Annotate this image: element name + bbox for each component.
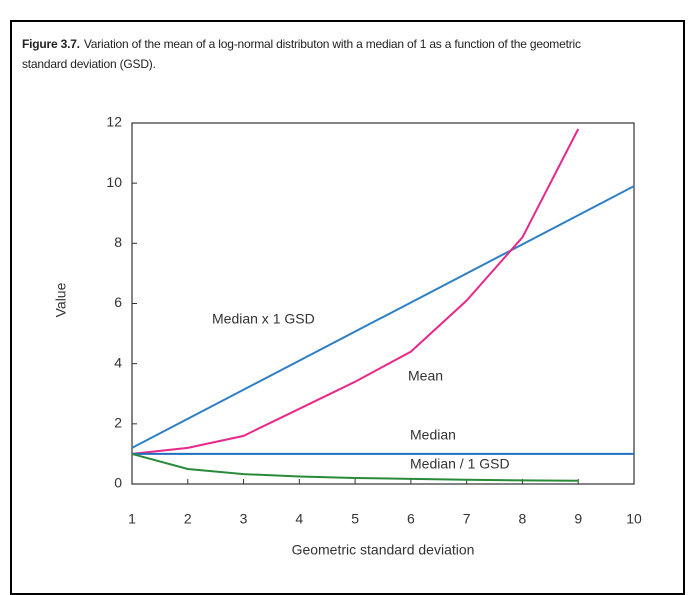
x-axis-label: Geometric standard deviation	[292, 542, 475, 558]
x-tick-label: 8	[519, 511, 527, 527]
y-tick-label: 6	[114, 294, 122, 310]
y-tick-label: 4	[114, 354, 122, 370]
x-tick-label: 3	[240, 511, 248, 527]
x-tick-label: 1	[128, 511, 136, 527]
x-tick-label: 6	[407, 511, 415, 527]
chart-title: Variation of the mean of a log-normal di…	[22, 37, 581, 71]
series-line	[131, 185, 635, 449]
series-line	[131, 128, 580, 455]
caption: Figure 3.7. Variation of the mean of a lo…	[22, 34, 622, 74]
series-label: Median x 1 GSD	[212, 311, 315, 327]
series-label: Median	[410, 427, 456, 443]
figure-label: Figure 3.7.	[22, 37, 80, 51]
x-tick-label: 5	[351, 511, 359, 527]
y-tick-label: 2	[114, 415, 122, 431]
y-tick-label: 0	[114, 475, 122, 491]
x-tick-label: 4	[295, 511, 303, 527]
y-tick-label: 8	[114, 234, 122, 250]
x-tick-label: 10	[626, 511, 642, 527]
y-tick-label: 12	[106, 114, 122, 130]
plot-frame	[131, 122, 635, 485]
y-axis-label: Value	[53, 282, 69, 317]
x-tick-label: 2	[184, 511, 192, 527]
series-label: Mean	[408, 368, 443, 384]
y-tick-label: 10	[106, 174, 122, 190]
series-line	[131, 452, 579, 482]
series-label: Median / 1 GSD	[410, 456, 510, 472]
x-tick-label: 7	[463, 511, 471, 527]
x-tick-label: 9	[574, 511, 582, 527]
